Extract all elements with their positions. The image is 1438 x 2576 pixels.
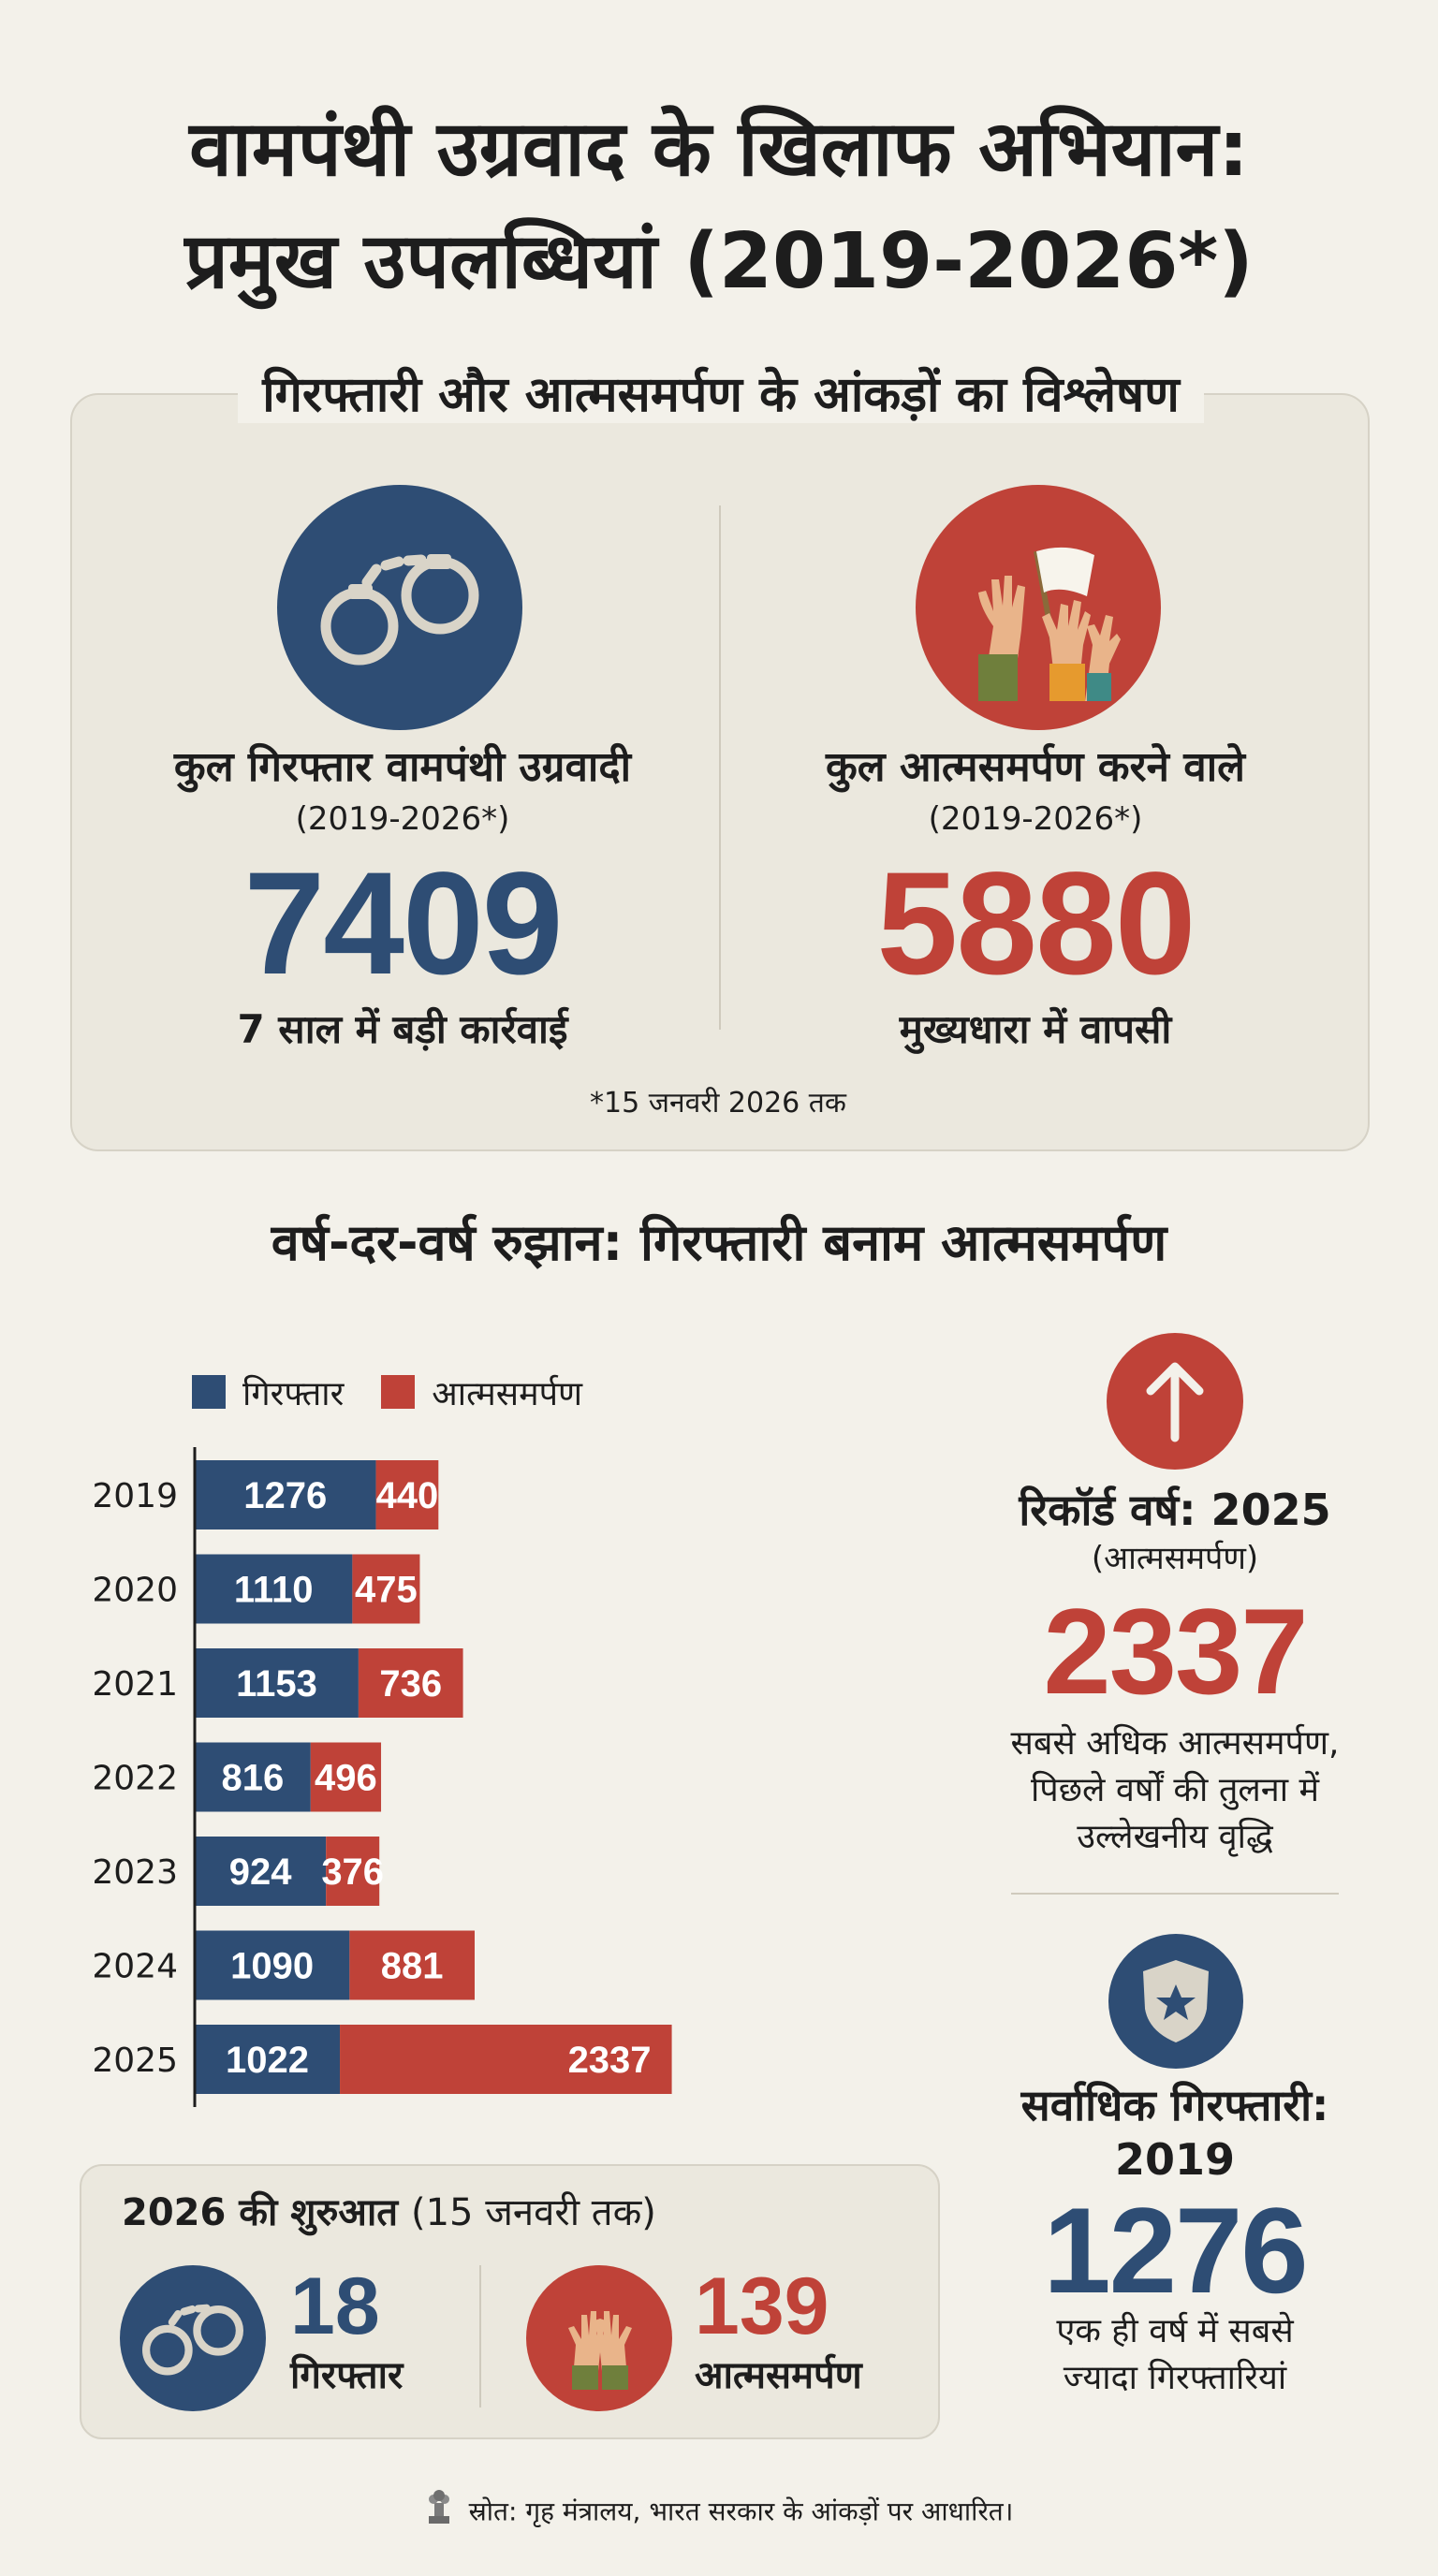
bar-arrests xyxy=(195,1837,327,1906)
total-surrenders-label: कुल आत्मसमर्पण करने वाले xyxy=(826,743,1245,791)
bar-label-surrenders: 440 xyxy=(376,1475,439,1516)
bar-label-surrenders: 376 xyxy=(321,1852,384,1893)
legend-label-arrests: गिरफ्तार xyxy=(242,1374,345,1413)
page-title: वामपंथी उग्रवाद के खिलाफ अभियान: प्रमुख … xyxy=(0,94,1438,318)
bar-label-surrenders: 475 xyxy=(355,1570,418,1611)
bar-label-arrests: 1153 xyxy=(236,1663,317,1705)
summary-divider xyxy=(719,505,721,1030)
record-surrender-sub: (आत्मसमर्पण) xyxy=(1091,1540,1259,1577)
legend-item-surrenders: आत्मसमर्पण xyxy=(381,1369,582,1415)
year-tick-label: 2019 xyxy=(92,1477,178,1515)
summary-heading-text: गिरफ्तारी और आत्मसमर्पण के आंकड़ों का वि… xyxy=(238,367,1204,423)
trend-title: वर्ष-दर-वर्ष रुझान: गिरफ्तारी बनाम आत्मस… xyxy=(271,1213,1167,1272)
national-emblem-icon xyxy=(425,2488,453,2538)
year-tick-label: 2025 xyxy=(92,2042,178,2080)
legend-item-arrests: गिरफ्तार xyxy=(192,1369,344,1415)
bar-arrests xyxy=(195,1648,359,1718)
bar-surrenders xyxy=(326,1837,380,1906)
record-surrender-desc-line2: पिछले वर्षों की तुलना में xyxy=(1030,1771,1320,1809)
total-arrests-value: 7409 xyxy=(243,842,563,1005)
total-arrests-label: कुल गिरफ्तार वामपंथी उग्रवादी xyxy=(173,743,632,791)
bar-surrenders xyxy=(310,1742,382,1812)
record-surrender-value: 2337 xyxy=(1043,1583,1308,1720)
total-surrenders-caption: मुख्यधारा में वापसी xyxy=(899,1006,1172,1052)
handcuffs-small-icon xyxy=(120,2265,266,2411)
source-text: स्रोत: गृह मंत्रालय, भारत सरकार के आंकड़… xyxy=(468,2496,1014,2527)
bar-surrenders xyxy=(349,1930,476,2000)
record-arrest-value: 1276 xyxy=(1043,2182,1308,2319)
bar-label-arrests: 816 xyxy=(222,1758,285,1799)
year-tick-label: 2024 xyxy=(92,1948,178,1986)
total-surrenders-value: 5880 xyxy=(876,842,1196,1005)
raised-hands-white-flag-icon xyxy=(916,485,1161,730)
start-2026-arrests-label: गिरफ्तार xyxy=(290,2354,404,2397)
bar-label-surrenders: 736 xyxy=(379,1663,442,1705)
bar-surrenders xyxy=(358,1648,463,1718)
record-surrender-desc-line1: सबसे अधिक आत्मसमर्पण, xyxy=(1010,1724,1340,1763)
police-badge-icon xyxy=(1108,1934,1243,2069)
start-2026-divider xyxy=(479,2265,481,2408)
record-arrest-title-line2: 2019 xyxy=(1114,2134,1236,2185)
start-2026-title-note: (15 जनवरी तक) xyxy=(411,2191,656,2234)
total-surrenders-period: (2019-2026*) xyxy=(928,800,1143,838)
summary-heading: गिरफ्तारी और आत्मसमर्पण के आंकड़ों का वि… xyxy=(159,359,1283,431)
legend-label-surrenders: आत्मसमर्पण xyxy=(432,1374,583,1413)
raised-hands-icon xyxy=(526,2265,672,2411)
bar-surrenders xyxy=(352,1554,420,1624)
handcuffs-icon xyxy=(277,485,522,730)
chart-legend: गिरफ्तार आत्मसमर्पण xyxy=(192,1367,620,1417)
year-tick-label: 2021 xyxy=(92,1665,178,1704)
record-arrest-desc: एक ही वर्ष में सबसे ज्यादा गिरफ्तारियां xyxy=(974,2308,1376,2402)
record-surrender-desc: सबसे अधिक आत्मसमर्पण, पिछले वर्षों की तु… xyxy=(974,1720,1376,1861)
record-arrest-title-line1: सर्वाधिक गिरफ्तारी: xyxy=(1020,2080,1329,2130)
page-title-line1: वामपंथी उग्रवाद के खिलाफ अभियान: xyxy=(189,105,1249,194)
bar-arrests xyxy=(195,1930,350,2000)
bar-arrests xyxy=(195,2025,341,2094)
source-note: स्रोत: गृह मंत्रालय, भारत सरकार के आंकड़… xyxy=(0,2488,1438,2538)
record-arrest-desc-line1: एक ही वर्ष में सबसे xyxy=(1056,2312,1294,2350)
bar-arrests xyxy=(195,1554,353,1624)
legend-swatch-arrests xyxy=(192,1375,226,1409)
bar-surrenders xyxy=(375,1460,439,1530)
right-column-divider xyxy=(1011,1893,1339,1895)
bar-label-surrenders: 881 xyxy=(381,1946,444,1987)
bar-surrenders xyxy=(340,2025,672,2094)
bar-arrests xyxy=(195,1742,311,1812)
year-tick-label: 2022 xyxy=(92,1760,178,1798)
legend-swatch-surrenders xyxy=(381,1375,416,1409)
year-tick-label: 2023 xyxy=(92,1853,178,1892)
bar-label-arrests: 1022 xyxy=(226,2040,309,2081)
start-2026-title-main: 2026 की शुरुआत xyxy=(122,2191,399,2234)
bar-label-arrests: 1110 xyxy=(234,1570,314,1611)
bar-label-arrests: 1276 xyxy=(243,1475,327,1516)
summary-footnote: *15 जनवरी 2026 तक xyxy=(590,1087,846,1120)
page-title-line2: प्रमुख उपलब्धियां (2019-2026*) xyxy=(184,217,1254,306)
bar-label-arrests: 924 xyxy=(229,1852,292,1893)
start-2026-surrenders-label: आत्मसमर्पण xyxy=(695,2354,862,2397)
start-2026-title: 2026 की शुरुआत (15 जनवरी तक) xyxy=(122,2187,656,2239)
start-2026-surrenders-value: 139 xyxy=(695,2261,829,2351)
bar-label-arrests: 1090 xyxy=(230,1946,314,1987)
stacked-bar-chart: 2019 1276 440 2020 1110 475 2021 1153 736 2022 816… xyxy=(92,1447,672,2107)
year-tick-label: 2020 xyxy=(92,1572,178,1610)
bar-label-surrenders: 2337 xyxy=(568,2040,652,2081)
bar-arrests xyxy=(195,1460,376,1530)
total-arrests-caption: 7 साल में बड़ी कार्रवाई xyxy=(237,1006,568,1052)
record-arrest-desc-line2: ज्यादा गिरफ्तारियां xyxy=(1063,2359,1287,2397)
total-arrests-period: (2019-2026*) xyxy=(295,800,510,838)
record-surrender-desc-line3: उल्लेखनीय वृद्धि xyxy=(1077,1818,1273,1856)
up-arrow-icon xyxy=(1107,1333,1243,1470)
record-surrender-title: रिकॉर्ड वर्ष: 2025 xyxy=(1019,1485,1331,1535)
record-arrest-title: सर्वाधिक गिरफ्तारी: 2019 xyxy=(974,2078,1376,2187)
bar-label-surrenders: 496 xyxy=(315,1758,377,1799)
start-2026-arrests-value: 18 xyxy=(290,2261,380,2351)
